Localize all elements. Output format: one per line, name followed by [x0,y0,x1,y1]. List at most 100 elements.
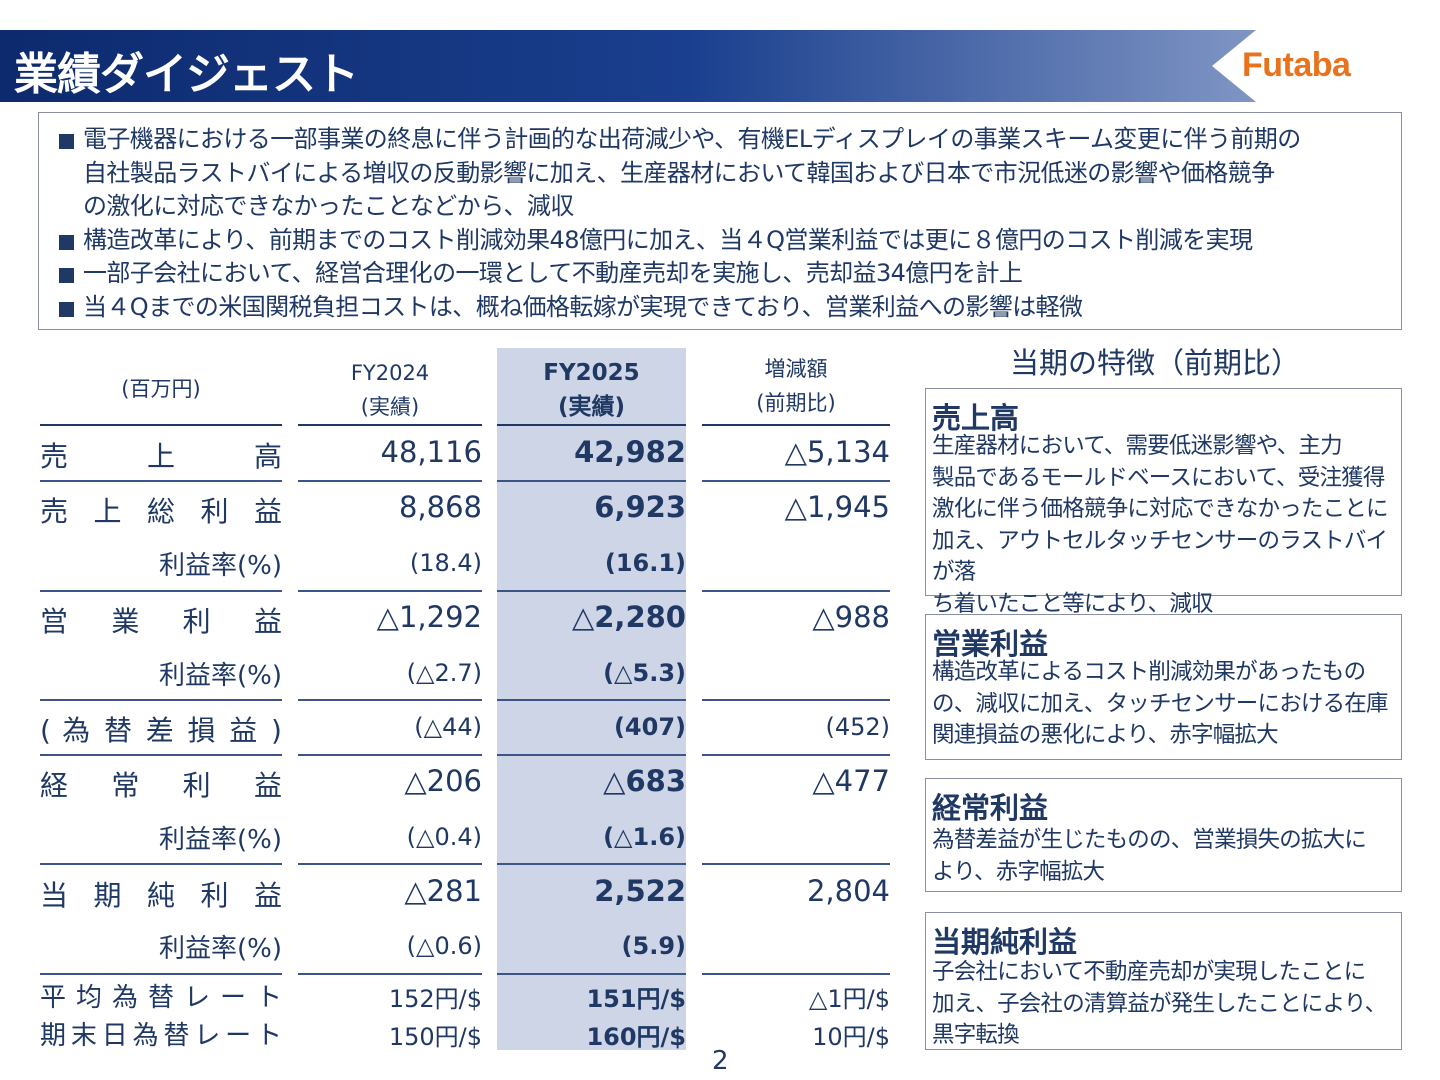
cell-v1: 48,116 [380,435,482,469]
header-rule [298,424,482,426]
row-label: 利益率(%) [159,661,282,691]
row-label: 売 上 総 利 益 [40,495,282,528]
row-separator [40,973,282,975]
cell-v1: 152円/$ [388,985,482,1013]
card-sales: 売上高 生産器材において、需要低迷影響や、主力 製品であるモールドベースにおいて… [925,388,1402,617]
row-label: 利益率(%) [159,934,282,964]
card-title: 経常利益 [932,791,1049,825]
row-separator [298,754,482,756]
cell-v3: △1,945 [784,490,890,524]
row-separator [497,754,686,756]
cell-v2: 160円/$ [586,1023,686,1051]
card-net-income: 当期純利益 子会社において不動産売却が実現したことに 加え、子会社の清算益が発生… [925,912,1402,1050]
header-rule [702,424,890,426]
row-separator [40,480,282,482]
row-separator [702,863,890,865]
row-label: 期末日為替レート [40,1021,282,1051]
cell-v2: 42,982 [574,435,686,469]
bullet-square-icon [59,134,74,149]
card-body: 為替差益が生じたものの、営業損失の拡大に より、赤字幅拡大 [932,827,1367,885]
cell-v1: △281 [404,874,482,908]
cell-v1: 150円/$ [388,1023,482,1051]
header-bar [0,30,1256,102]
card-title: 当期純利益 [932,925,1078,959]
cell-v1: (△0.6) [406,932,482,960]
fy2024-header: FY2024 (実績) [350,361,430,419]
summary-bullet-continuation: の激化に対応できなかったことなどから、減収 [83,192,574,220]
cell-v3: (452) [825,713,890,741]
card-body: 生産器材において、需要低迷影響や、主力 製品であるモールドベースにおいて、受注獲… [932,433,1389,617]
cell-v3: △1円/$ [808,985,890,1013]
cell-v2: 151円/$ [586,985,686,1013]
row-separator [298,863,482,865]
row-label: 当 期 純 利 益 [40,879,282,912]
row-label: 経 常 利 益 [40,769,282,802]
cell-v3: △477 [812,764,890,798]
row-separator [497,863,686,865]
cell-v3: △5,134 [784,435,890,469]
row-separator [40,863,282,865]
row-separator [40,754,282,756]
bullet-square-icon [59,234,74,250]
row-label: 営 業 利 益 [40,605,282,638]
bullet-square-icon [59,268,74,283]
card-ordinary-income: 経常利益 為替差益が生じたものの、営業損失の拡大に より、赤字幅拡大 [925,778,1402,892]
unit-label: (百万円) [121,377,201,401]
row-label: ( 為 替 差 損 益 ) [40,714,282,747]
summary-bullet: 一部子会社において、経営合理化の一環として不動産売却を実施し、売却益34億円を計… [57,257,1397,291]
fy2025-header: FY2025 (実績) [543,360,640,420]
cell-v2: (407) [613,713,686,741]
cell-v2: (16.1) [604,549,686,577]
row-separator [702,590,890,592]
header-rule [497,424,686,426]
card-body: 子会社において不動産売却が実現したことに 加え、子会社の清算益が発生したことによ… [932,959,1387,1048]
logo-background [1212,30,1440,102]
row-separator [497,699,686,701]
cell-v3: 2,804 [806,874,890,908]
company-logo: Futaba [1242,46,1351,84]
summary-bullet: 電子機器における一部事業の終息に伴う計画的な出荷減少や、有機ELディスプレイの事… [57,123,1397,157]
page-number: 2 [712,1046,729,1076]
cell-v2: △683 [603,764,686,798]
row-separator [497,480,686,482]
summary-bullet: 当４Qまでの米国関税負担コストは、概ね価格転嫁が実現できており、営業利益への影響… [57,291,1397,325]
row-separator [702,699,890,701]
cell-v2: 6,923 [594,490,686,524]
cell-v2: 2,522 [594,874,686,908]
row-separator [702,973,890,975]
row-separator [497,590,686,592]
card-title: 売上高 [932,401,1020,435]
cell-v1: △1,292 [376,600,482,634]
row-separator [298,590,482,592]
row-label: 利益率(%) [159,551,282,581]
row-separator [298,480,482,482]
page-title: 業績ダイジェスト [14,49,359,100]
row-separator [702,480,890,482]
cell-v2: △2,280 [571,600,686,634]
cell-v2: (△1.6) [603,823,686,851]
cell-v2: (△5.3) [603,659,686,687]
cell-v2: (5.9) [621,932,686,960]
row-label: 利益率(%) [159,825,282,855]
row-separator [497,973,686,975]
cell-v3: △988 [812,600,890,634]
row-separator [702,754,890,756]
card-operating-income: 営業利益 構造改革によるコスト削減効果があったもの の、減収に加え、タッチセンサ… [925,614,1402,760]
cell-v1: △206 [404,764,482,798]
row-separator [298,973,482,975]
summary-bullet-continuation: 自社製品ラストバイによる増収の反動影響に加え、生産器材において韓国および日本で市… [83,158,1275,187]
summary-bullet: 構造改革により、前期までのコスト削減効果48億円に加え、当４Q営業利益では更に８… [57,224,1397,258]
cell-v1: (△44) [414,713,482,741]
row-label: 売 上 高 [40,440,282,473]
change-header: 増減額 (前期比) [756,357,836,415]
summary-bullets: 電子機器における一部事業の終息に伴う計画的な出荷減少や、有機ELディスプレイの事… [57,123,1397,324]
cell-v3: 10円/$ [812,1023,890,1051]
row-separator [40,699,282,701]
card-title: 営業利益 [932,627,1049,661]
cell-v1: (18.4) [409,549,482,577]
cell-v1: (△0.4) [406,823,482,851]
row-separator [298,699,482,701]
cell-v1: 8,868 [398,490,482,524]
cell-v1: (△2.7) [406,659,482,687]
row-separator [40,590,282,592]
